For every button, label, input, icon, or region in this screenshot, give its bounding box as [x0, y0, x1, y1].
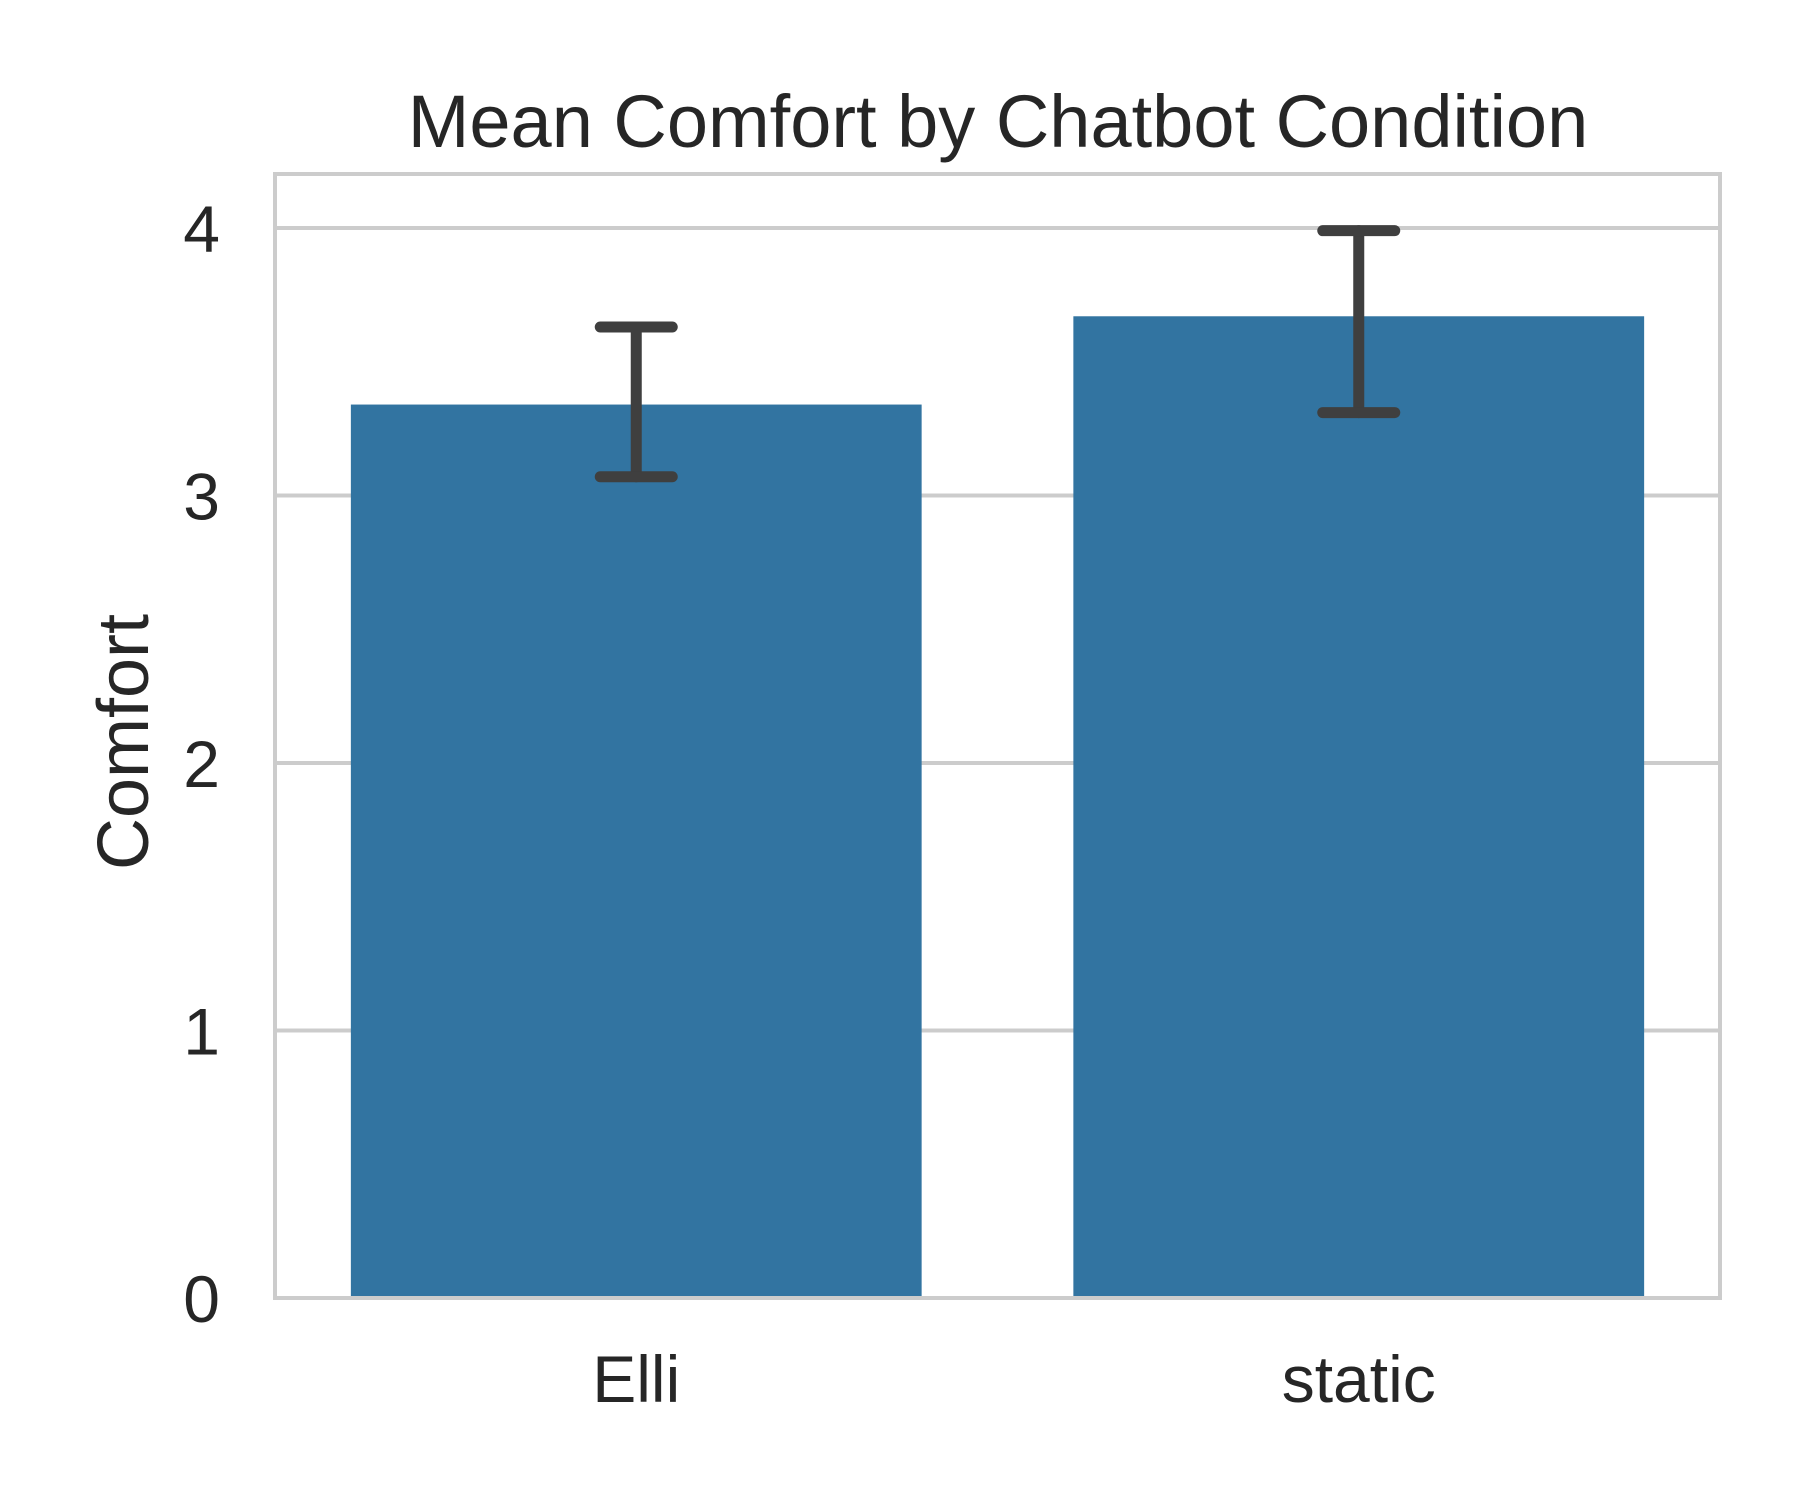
y-tick-label: 3: [183, 460, 220, 534]
y-tick-label: 0: [183, 1262, 220, 1336]
y-axis-label: Comfort: [84, 614, 164, 870]
error-bars: [594, 225, 1401, 483]
y-tick-label: 1: [183, 995, 220, 1069]
error-bar-static: [1317, 225, 1401, 419]
x-tick-label: static: [1282, 1342, 1436, 1416]
plot-frame: [273, 172, 1722, 1300]
y-tick-label: 2: [183, 727, 220, 801]
y-tick-labels: 0 1 2 3 4: [183, 192, 220, 1336]
bar-static: [1073, 316, 1645, 1298]
bar-elli: [350, 404, 922, 1298]
chart-title: Mean Comfort by Chatbot Condition: [408, 80, 1589, 163]
error-bar-elli: [594, 321, 678, 483]
x-tick-label: Elli: [592, 1342, 680, 1416]
y-tick-label: 4: [183, 192, 220, 266]
bars: [350, 316, 1645, 1298]
x-tick-labels: Elli static: [592, 1342, 1436, 1416]
